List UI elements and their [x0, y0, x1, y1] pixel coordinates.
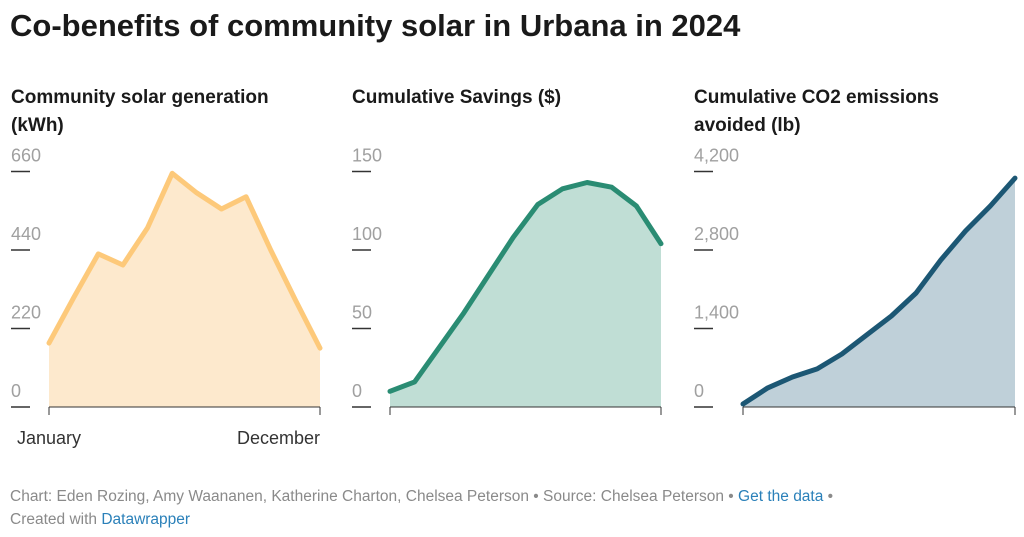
y-tick-label: 0	[11, 381, 21, 401]
y-tick-label: 0	[352, 381, 362, 401]
x-tick-label: December	[237, 428, 320, 448]
y-tick-label: 0	[694, 381, 704, 401]
line	[740, 175, 1018, 407]
credit-link[interactable]: Datawrapper	[101, 511, 191, 528]
source: Source: Chelsea Peterson	[543, 488, 724, 505]
title: Co-benefits of community solar in Urbana…	[10, 8, 741, 43]
separator: •	[533, 488, 539, 505]
y-tick-label: 660	[11, 146, 41, 166]
x-tick-label: January	[17, 428, 81, 448]
chart: 0 220 440 660 January December 0 50 100 150 0 1,400…	[11, 146, 1018, 448]
y-tick-label: 150	[352, 146, 382, 166]
y-tick-label: 2,800	[694, 224, 739, 244]
line	[387, 180, 664, 394]
panel-title: Community solar generation (kWh)	[11, 87, 269, 136]
data-link[interactable]: Get the data	[738, 488, 824, 505]
y-tick-label: 440	[11, 224, 41, 244]
area	[49, 173, 320, 407]
area	[390, 182, 661, 407]
credit: Created with	[10, 511, 98, 528]
separator: •	[827, 488, 834, 505]
y-tick-label: 50	[352, 303, 372, 323]
panel-title: Cumulative Savings ($)	[352, 87, 562, 108]
y-tick-label: 220	[11, 303, 41, 323]
y-tick-label: 100	[352, 224, 382, 244]
line	[46, 170, 323, 351]
separator: •	[728, 488, 734, 505]
panel-title: Cumulative CO2 emissions avoided (lb)	[694, 87, 939, 136]
y-tick-label: 4,200	[694, 146, 739, 166]
y-tick-label: 1,400	[694, 303, 739, 323]
footer: Chart: Eden Rozing, Amy Waananen, Kather…	[10, 485, 990, 531]
byline: Chart: Eden Rozing, Amy Waananen, Kather…	[10, 488, 529, 505]
area	[743, 178, 1015, 407]
